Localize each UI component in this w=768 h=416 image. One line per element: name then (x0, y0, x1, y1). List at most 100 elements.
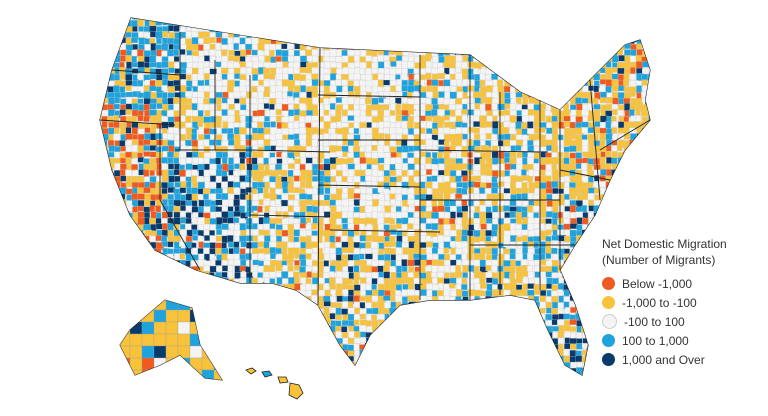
county-cell (588, 67, 596, 75)
county-cell (167, 92, 175, 99)
county-cell (515, 25, 521, 33)
county-cell (408, 18, 416, 21)
county-cell (305, 163, 312, 171)
county-cell (479, 49, 485, 59)
county-cell (461, 301, 468, 308)
county-cell (203, 146, 210, 153)
county-cell (209, 98, 218, 104)
county-cell (192, 283, 199, 291)
county-cell (100, 26, 104, 35)
county-cell (437, 97, 444, 103)
county-cell (101, 277, 110, 284)
county-cell (179, 67, 187, 74)
county-cell (100, 296, 103, 303)
county-cell (342, 289, 350, 295)
county-cell (612, 43, 619, 50)
county-cell (161, 116, 169, 122)
county-cell (258, 38, 265, 44)
county-cell (173, 283, 182, 291)
county-cell (240, 296, 247, 304)
county-cell (390, 206, 396, 214)
county-cell (239, 199, 248, 207)
county-cell (210, 122, 217, 128)
county-cell (293, 169, 301, 177)
county-cell (594, 20, 603, 28)
county-cell (198, 319, 204, 326)
county-cell (179, 145, 187, 152)
county-cell (498, 49, 504, 57)
county-cell (395, 104, 401, 111)
county-cell (497, 103, 506, 111)
county-cell (491, 55, 499, 62)
county-cell (360, 49, 367, 58)
county-cell (395, 206, 402, 212)
county-cell (233, 187, 240, 194)
county-cell (282, 320, 291, 326)
county-cell (402, 247, 409, 255)
county-cell (462, 31, 468, 40)
county-cell (599, 97, 607, 104)
county-cell (197, 290, 207, 298)
county-cell (245, 211, 252, 217)
county-cell (528, 37, 534, 44)
county-cell (221, 97, 228, 104)
county-cell (605, 194, 613, 202)
county-cell (570, 254, 578, 261)
county-cell (227, 241, 235, 248)
county-cell (377, 211, 385, 219)
county-cell (654, 194, 661, 200)
county-cell (617, 211, 625, 218)
county-cell (503, 31, 511, 39)
county-cell (221, 20, 229, 26)
county-cell (455, 271, 463, 278)
county-cell (329, 20, 337, 29)
county-cell (335, 170, 344, 177)
county-cell (474, 31, 483, 38)
county-cell (414, 188, 420, 196)
county-cell (258, 325, 266, 334)
county-cell (119, 272, 126, 278)
county-cell (281, 122, 288, 130)
county-cell (161, 18, 168, 21)
county-cell (449, 218, 456, 225)
county-cell (539, 223, 545, 230)
county-cell (263, 265, 270, 273)
county-cell (293, 212, 300, 220)
county-cell (204, 73, 210, 81)
county-cell (263, 26, 271, 33)
county-cell (335, 307, 342, 316)
county-cell (509, 307, 518, 316)
county-cell (419, 217, 427, 224)
county-cell (113, 25, 120, 31)
county-cell (641, 176, 649, 185)
county-cell (366, 61, 372, 69)
county-cell (221, 260, 228, 266)
county-cell (276, 295, 283, 304)
county-cell (100, 307, 101, 316)
county-cell (144, 127, 151, 134)
county-cell (348, 32, 355, 40)
county-cell (395, 326, 404, 333)
county-cell (119, 109, 126, 116)
county-cell (240, 18, 249, 21)
county-cell (233, 43, 240, 50)
county-cell (150, 127, 157, 134)
county-cell (227, 43, 234, 52)
county-cell (275, 199, 281, 205)
county-cell (311, 200, 319, 206)
county-cell (269, 31, 276, 37)
county-cell (113, 170, 121, 178)
county-cell (180, 289, 187, 297)
county-cell (162, 277, 169, 286)
county-cell (258, 289, 266, 296)
county-cell (492, 110, 499, 117)
county-cell (233, 25, 241, 31)
county-cell (288, 25, 297, 34)
county-cell (563, 38, 572, 45)
county-cell (102, 163, 110, 171)
county-cell (114, 92, 121, 99)
county-cell (365, 85, 371, 92)
county-cell (455, 67, 461, 73)
county-cell (365, 68, 372, 76)
county-cell (251, 104, 258, 112)
